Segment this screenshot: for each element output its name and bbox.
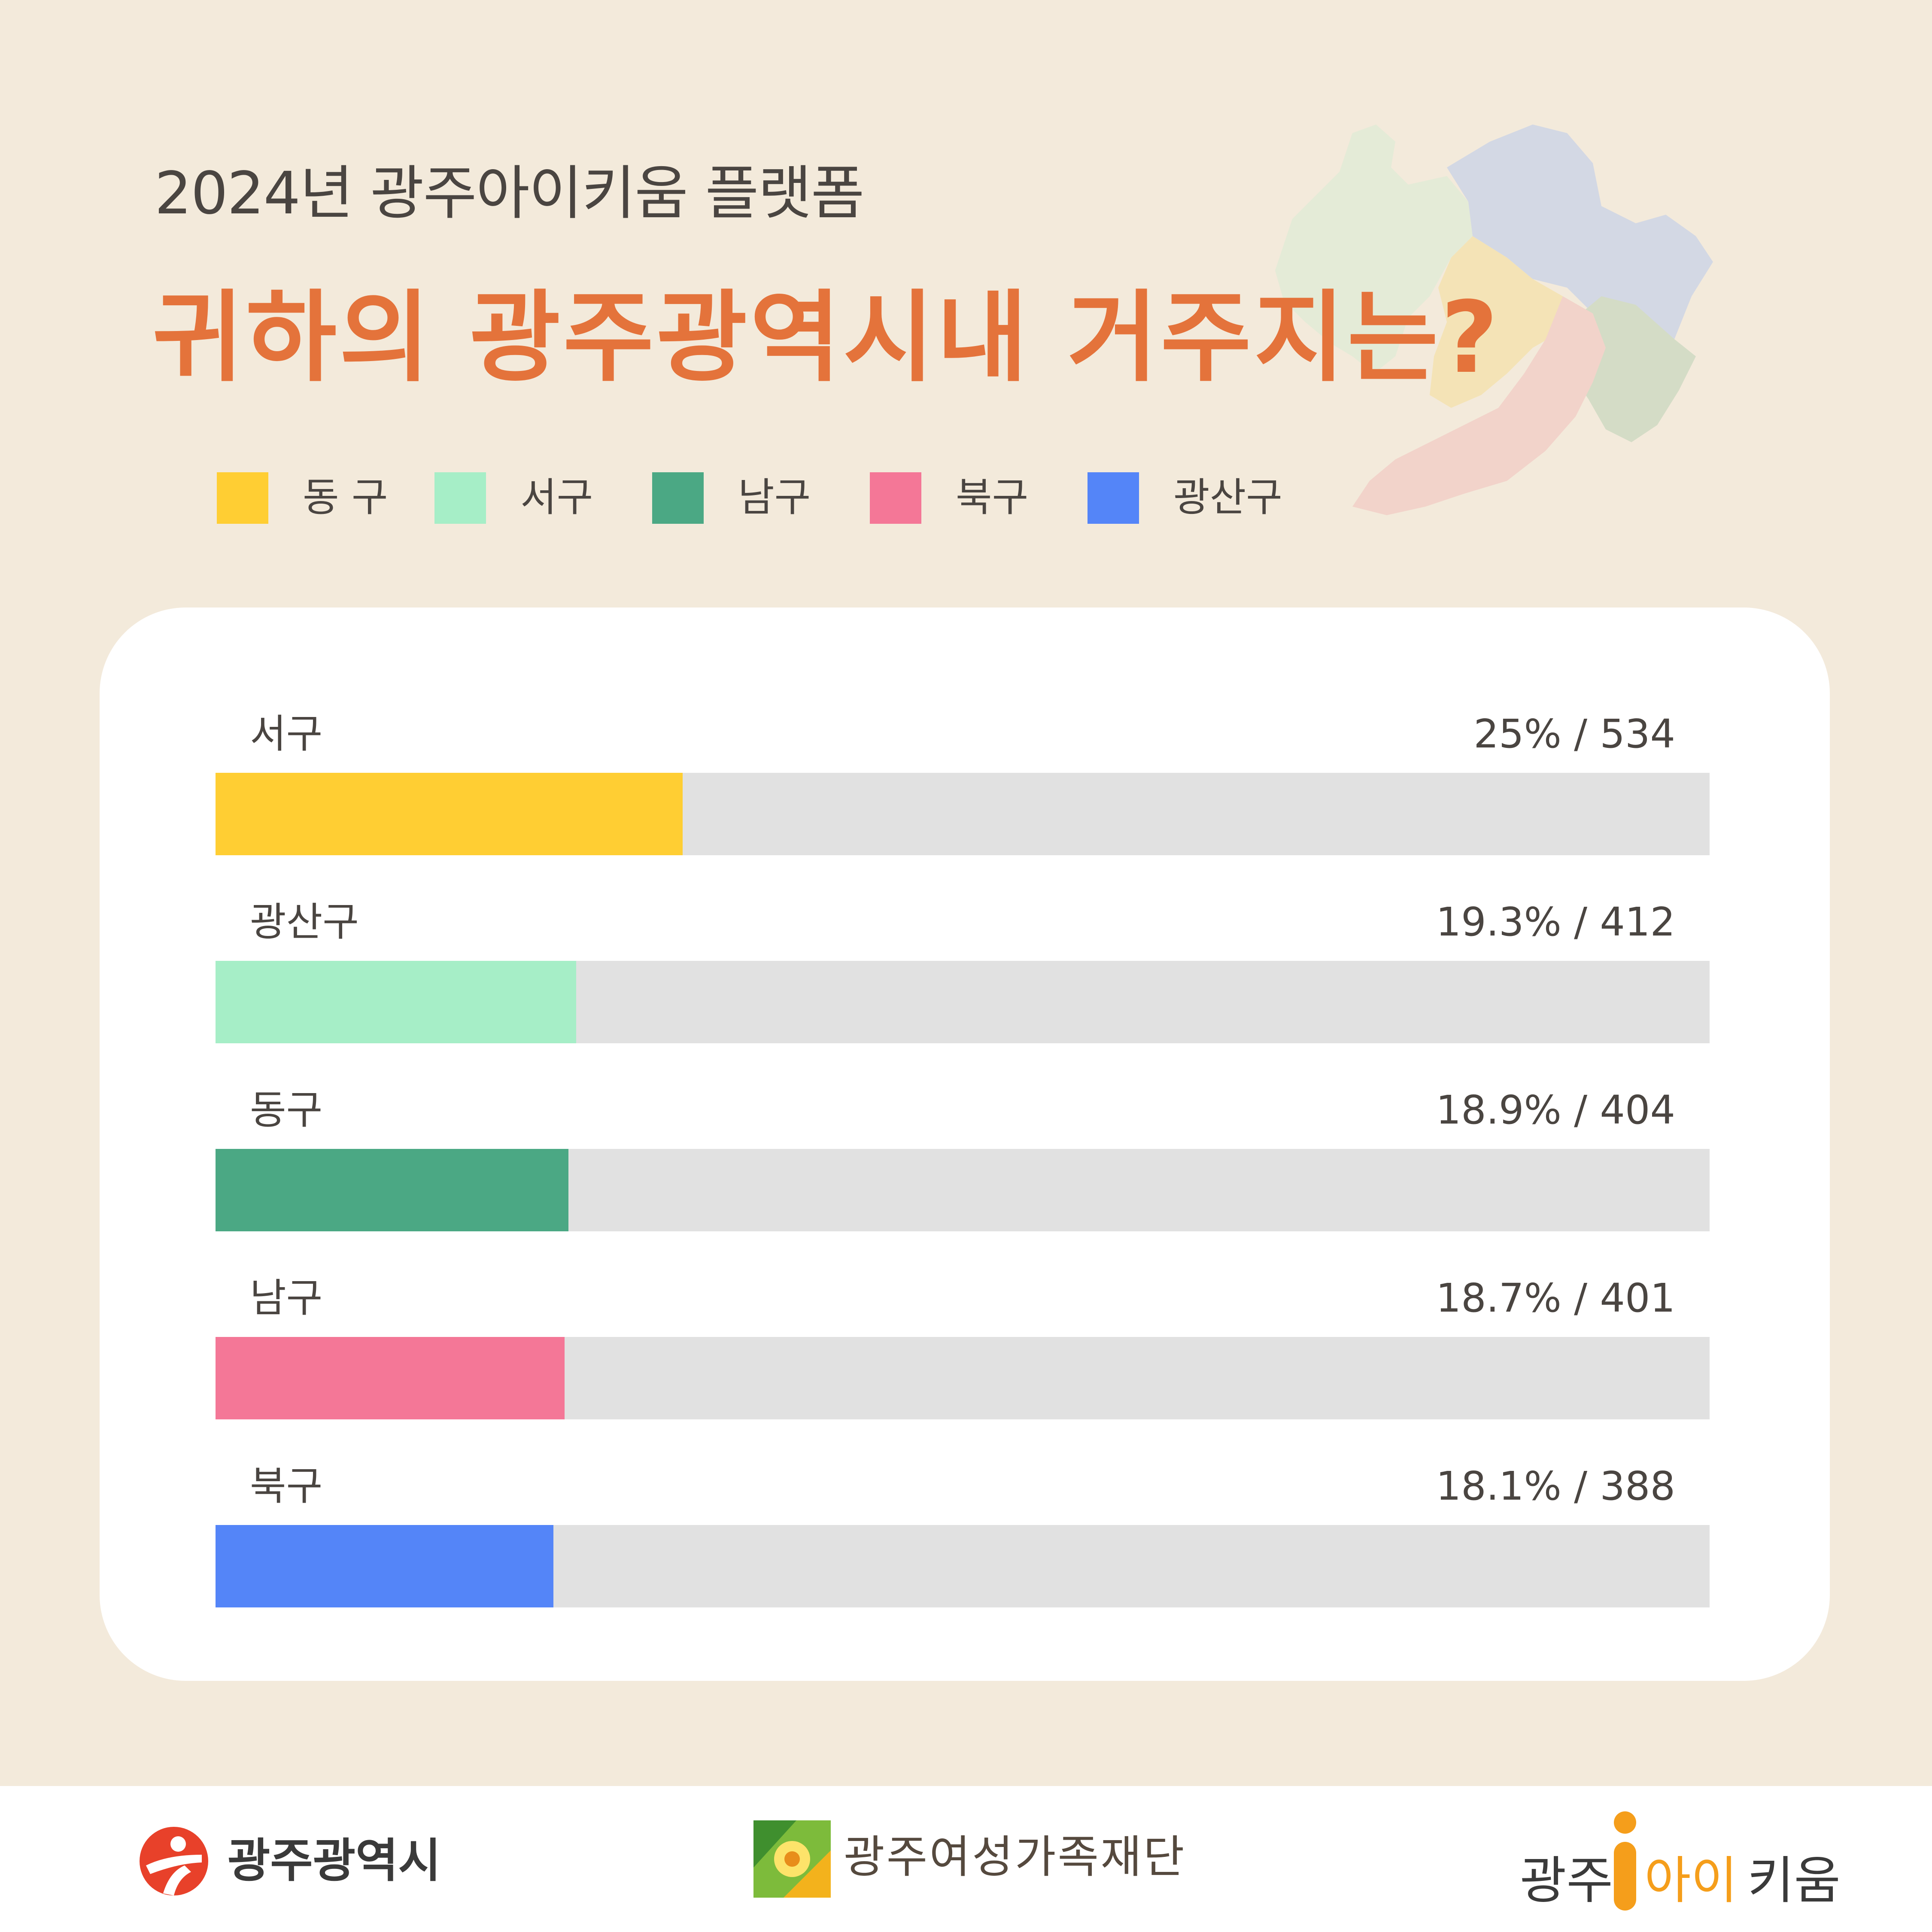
bar-value-label: 18.1% / 388: [1436, 1463, 1675, 1509]
gwangju-city-logo-icon: [140, 1827, 208, 1896]
legend-swatch: [652, 472, 704, 524]
city-logo-text: 광주광역시: [228, 1834, 441, 1888]
legend-label: 동 구: [303, 474, 388, 520]
legend-swatch: [217, 472, 268, 524]
foundation-logo-icon: [753, 1820, 831, 1898]
bar-track: [216, 1337, 1710, 1419]
aikium-logo-middle: 아이: [1644, 1851, 1738, 1910]
legend-label: 북구: [956, 474, 1029, 520]
bar-value-label: 18.7% / 401: [1436, 1275, 1675, 1321]
foundation-logo-text: 광주여성가족재단: [844, 1831, 1186, 1883]
bar-label: 북구: [250, 1463, 323, 1509]
map-district-nam: [1352, 296, 1606, 515]
bar-value-label: 18.9% / 404: [1436, 1087, 1675, 1133]
map-district-gwangsan: [1275, 125, 1473, 374]
legend-label: 서구: [520, 474, 593, 520]
bar: [216, 1337, 565, 1419]
subtitle: 2024년 광주아이키움 플랫폼: [155, 160, 865, 228]
bar-value-label: 19.3% / 412: [1436, 899, 1675, 945]
aikium-logo-suffix: 키움: [1747, 1851, 1841, 1910]
bar: [216, 961, 576, 1043]
bar: [216, 773, 683, 855]
bar-track: [216, 1149, 1710, 1231]
bar-track: [216, 773, 1710, 855]
legend-label: 남구: [738, 474, 811, 520]
legend-swatch: [1088, 472, 1139, 524]
bar-track: [216, 961, 1710, 1043]
legend-swatch: [434, 472, 486, 524]
map-district-buk: [1447, 125, 1713, 339]
footer: 광주광역시 광주여성가족재단 광주 아이 키움: [0, 1786, 1932, 1932]
bar-label: 서구: [250, 711, 323, 757]
legend-label: 광산구: [1173, 474, 1282, 520]
page-title: 귀하의 광주광역시내 거주지는?: [152, 281, 1501, 395]
chart-card: 서구 25% / 534 광산구 19.3% / 412 동구 18.9% / 404 남구…: [100, 608, 1830, 1681]
gwangju-district-map: [1275, 125, 1713, 515]
bar-track: [216, 1525, 1710, 1607]
bar-label: 동구: [250, 1087, 323, 1133]
bar: [216, 1149, 569, 1231]
legend-swatch: [870, 472, 921, 524]
bar: [216, 1525, 554, 1607]
map-district-seo: [1430, 236, 1563, 408]
aikium-i-icon: [1614, 1811, 1636, 1911]
bar-value-label: 25% / 534: [1473, 711, 1675, 757]
aikium-logo-prefix: 광주: [1520, 1851, 1613, 1910]
bar-label: 남구: [250, 1275, 323, 1321]
bar-label: 광산구: [250, 899, 359, 945]
